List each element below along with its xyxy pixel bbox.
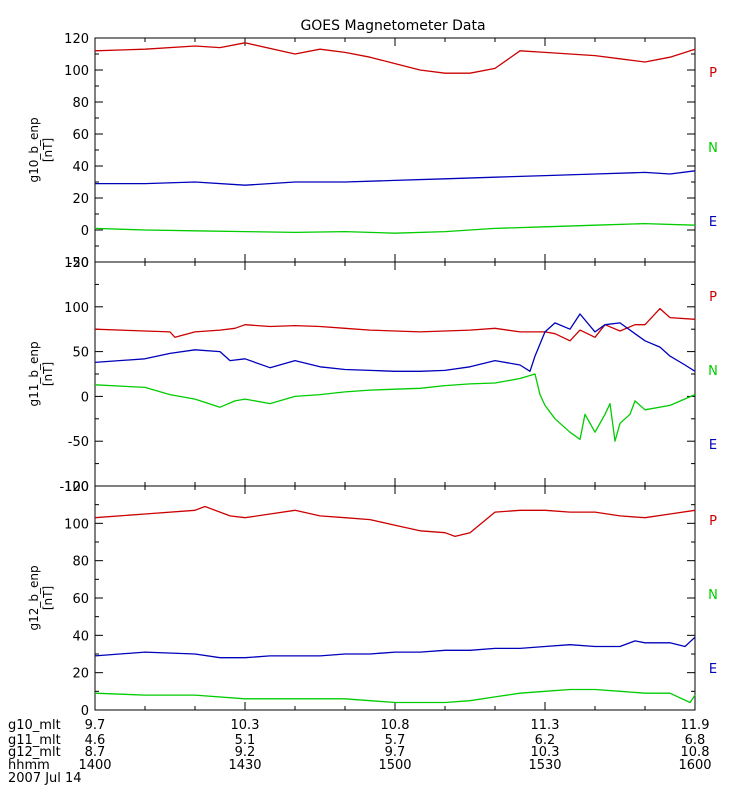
x-tick-value: 9.2	[235, 745, 256, 760]
y-axis-label: g12_b_enp	[27, 565, 41, 630]
xaxis-date: 2007 Jul 14	[8, 771, 82, 786]
y-axis-unit: [nT]	[41, 362, 55, 386]
x-tick-value: 1430	[228, 758, 261, 773]
series-line-P	[94, 505, 696, 538]
y-tick-label: 0	[81, 704, 89, 719]
series-line-P	[94, 307, 696, 342]
x-tick-value: 9.7	[385, 745, 406, 760]
x-tick-value: 8.7	[85, 745, 106, 760]
y-tick-label: 100	[64, 64, 89, 79]
x-tick-value: 10.3	[231, 718, 260, 733]
xaxis-row-label-g12-mlt: g12_mlt	[8, 745, 61, 760]
legend-label-P: P	[709, 66, 717, 81]
x-axis-table: g10_mlt g11_mlt g12_mlt hhmm 2007 Jul 14…	[8, 718, 712, 786]
y-tick-label: 120	[64, 480, 89, 495]
series-line-N	[94, 688, 696, 704]
x-tick-value: 4.6	[85, 733, 106, 748]
x-tick-value: 11.9	[681, 718, 710, 733]
x-tick-value: 1600	[678, 758, 711, 773]
x-tick-value: 1400	[78, 758, 111, 773]
x-tick-value: 6.8	[685, 733, 706, 748]
y-tick-label: 40	[72, 629, 89, 644]
panel-g11: -100 -50 0 50 100 150 g11_b_enp [nT] P N E	[27, 256, 718, 495]
y-axis-unit: [nT]	[41, 586, 55, 610]
panel-g12: 0 20 40 60 80 100 120 g12_b_enp [nT] P N E	[27, 480, 718, 719]
y-tick-label: -20	[68, 256, 89, 271]
x-tick-value: 10.8	[681, 745, 710, 760]
y-tick-label: 60	[72, 592, 89, 607]
series-line-N	[94, 222, 696, 234]
y-tick-label: 50	[72, 346, 89, 361]
y-tick-label: 60	[72, 128, 89, 143]
x-tick-value: 5.1	[235, 733, 256, 748]
y-tick-label: 150	[64, 256, 89, 271]
series-line-E	[95, 170, 696, 186]
x-tick-value: 6.2	[535, 733, 556, 748]
y-tick-label: 20	[72, 192, 89, 207]
plot-frame	[94, 37, 696, 263]
legend-label-N: N	[708, 141, 718, 156]
y-tick-label: 0	[81, 224, 89, 239]
y-tick-label: 80	[72, 555, 89, 570]
x-tick-value: 10.8	[381, 718, 410, 733]
y-tick-label: 80	[72, 96, 89, 111]
series-line-P	[94, 42, 696, 74]
legend-label-E: E	[709, 662, 717, 677]
y-tick-label: 40	[72, 160, 89, 175]
x-tick-value: 11.3	[531, 718, 560, 733]
plot-frame	[94, 261, 696, 487]
y-axis-label: g10_b_enp	[27, 117, 41, 182]
legend-label-E: E	[709, 438, 717, 453]
x-tick-value: 1500	[378, 758, 411, 773]
x-tick-value: 10.3	[531, 745, 560, 760]
series-line-E	[94, 313, 696, 372]
legend-label-N: N	[708, 588, 718, 603]
series-line-N	[94, 373, 696, 442]
y-tick-label: -50	[68, 435, 89, 450]
legend-label-N: N	[708, 364, 718, 379]
legend-label-P: P	[709, 514, 717, 529]
panel-g10: -20 0 20 40 60 80 100 120 g10_b_enp [nT] P N E	[27, 32, 718, 271]
plot-frame	[94, 485, 696, 711]
xaxis-row-label-g10-mlt: g10_mlt	[8, 718, 61, 733]
y-tick-label: 0	[81, 390, 89, 405]
x-tick-value: 9.7	[85, 718, 106, 733]
legend-label-E: E	[709, 215, 717, 230]
legend-label-P: P	[709, 290, 717, 305]
y-tick-label: 100	[64, 301, 89, 316]
chart-title: GOES Magnetometer Data	[300, 18, 485, 34]
y-tick-label: -100	[59, 480, 89, 495]
y-axis-label: g11_b_enp	[27, 341, 41, 406]
y-tick-label: 20	[72, 667, 89, 682]
y-tick-label: 100	[64, 517, 89, 532]
x-tick-value: 1530	[528, 758, 561, 773]
y-tick-label: 120	[64, 32, 89, 47]
y-axis-unit: [nT]	[41, 138, 55, 162]
xaxis-row-label-hhmm: hhmm	[8, 758, 50, 773]
series-line-E	[94, 636, 696, 659]
x-tick-value: 5.7	[385, 733, 406, 748]
xaxis-row-label-g11-mlt: g11_mlt	[8, 733, 61, 748]
